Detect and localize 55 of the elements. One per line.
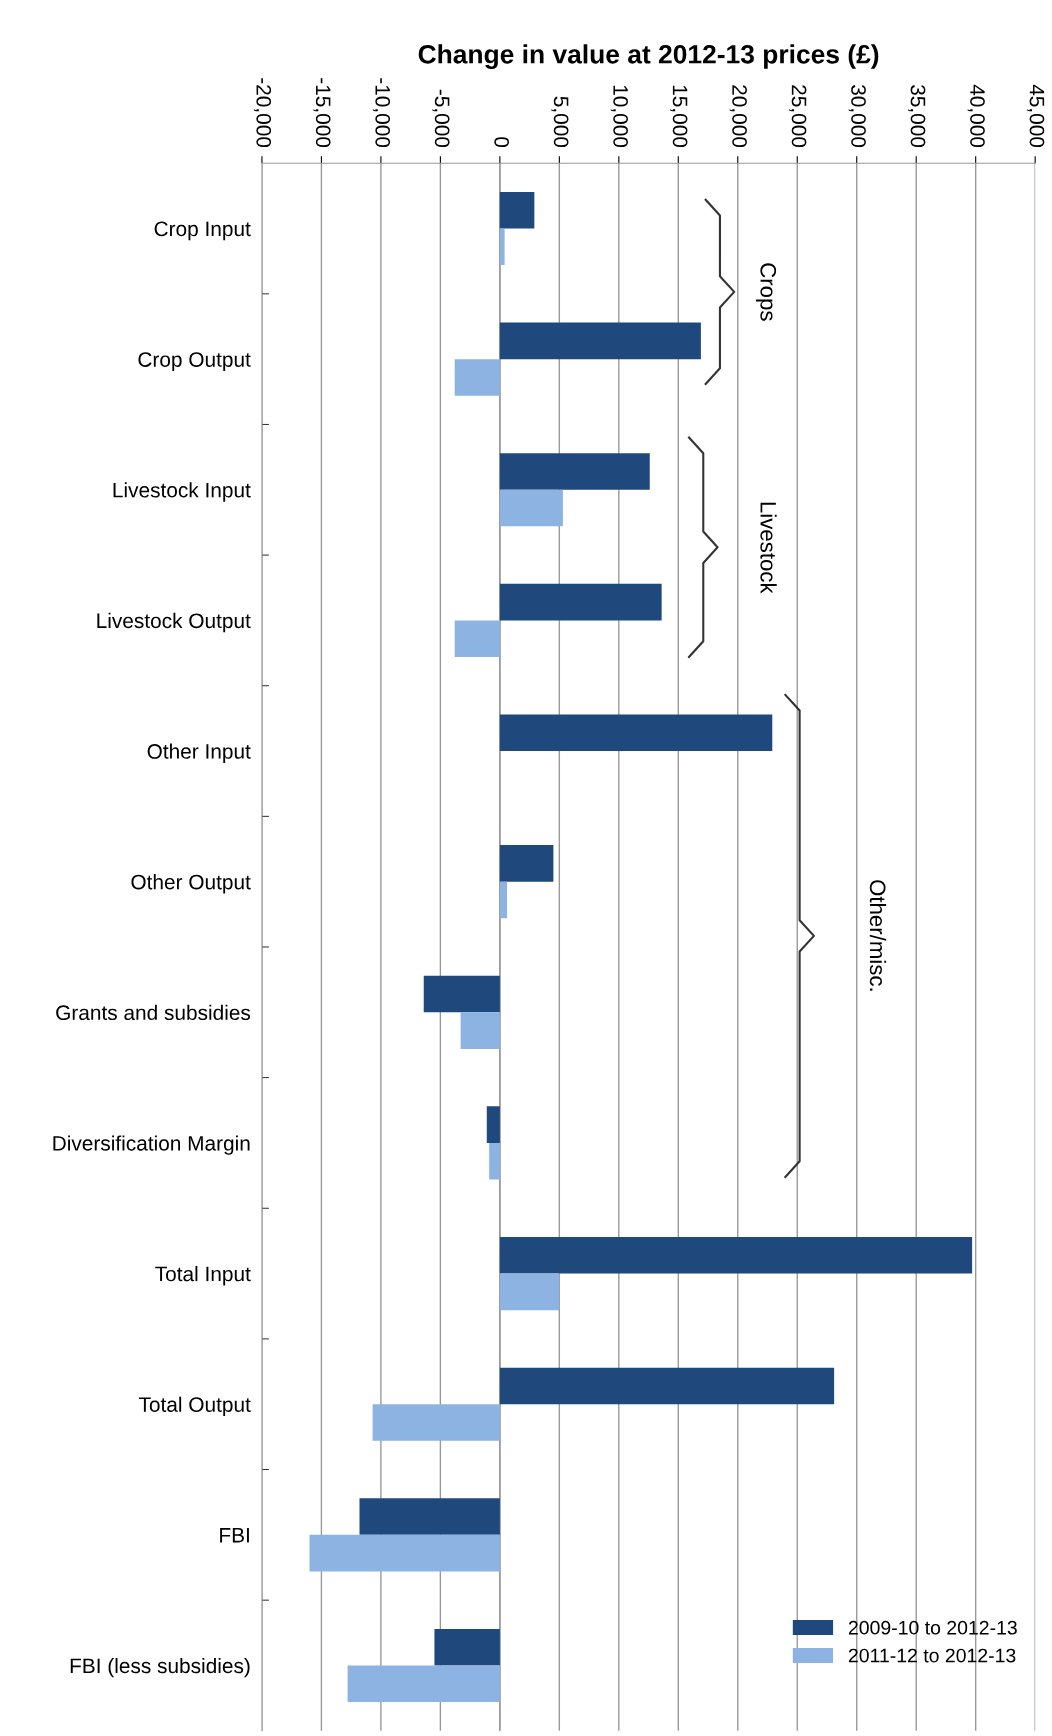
- bar: [347, 1665, 500, 1703]
- y-tick-label: FBI: [220, 1528, 249, 1543]
- bar: [499, 489, 563, 527]
- x-axis-title: Change in value at 2012-13 prices (£): [418, 44, 879, 69]
- y-tick-label: Livestock Input: [113, 482, 251, 502]
- bar: [489, 1142, 500, 1180]
- x-tick-label: 25,000: [789, 85, 807, 148]
- annotation: Other/misc.: [869, 880, 887, 991]
- bar: [454, 359, 500, 396]
- x-tick-label: 45,000: [1027, 84, 1045, 148]
- y-tick-label: Livestock Output: [97, 612, 251, 633]
- bar: [372, 1404, 500, 1441]
- y-tick-label: Grants and subsidies: [56, 1004, 251, 1021]
- y-tick-label: Crop Input: [154, 221, 251, 241]
- x-tick-label: -20,000: [253, 78, 272, 148]
- bar: [454, 620, 500, 657]
- x-tick-label: 35,000: [908, 84, 926, 148]
- x-tick-label: 0: [494, 137, 510, 148]
- x-tick-label: 20,000: [729, 85, 747, 148]
- bar: [309, 1534, 500, 1572]
- x-tick-label: 10,000: [610, 85, 628, 148]
- bar: [499, 1237, 973, 1274]
- bar: [359, 1498, 500, 1535]
- bar: [460, 1012, 500, 1049]
- annotation: Crops: [755, 263, 777, 321]
- x-tick-label: 40,000: [967, 84, 985, 148]
- bar: [499, 845, 554, 882]
- bar: [499, 228, 505, 266]
- y-tick-label: Total Input: [155, 1266, 251, 1286]
- bar: [423, 975, 500, 1013]
- y-tick-label: Diversification Margin: [53, 1135, 250, 1155]
- bar: [499, 191, 535, 229]
- y-tick-label: Total Output: [138, 1396, 251, 1417]
- bar: [499, 583, 662, 621]
- bar: [434, 1628, 500, 1666]
- bar: [499, 1273, 560, 1311]
- y-tick-label: Other Output: [131, 874, 251, 894]
- x-tick-label: 30,000: [848, 84, 866, 148]
- bar: [499, 881, 507, 919]
- x-tick-label: 15,000: [670, 85, 688, 148]
- y-tick-label: FBI (less subsidies): [70, 1657, 250, 1678]
- x-tick-label: -5,000: [432, 89, 450, 148]
- legend-label: 2011-12 to 2012-13: [848, 1648, 1016, 1663]
- bar: [499, 1367, 835, 1405]
- y-tick-label: Other Input: [147, 743, 251, 763]
- x-tick-label: -10,000: [372, 78, 391, 148]
- bar: [499, 714, 773, 752]
- x-tick-label: 5,000: [551, 96, 569, 148]
- bar: [499, 322, 701, 360]
- x-tick-label: -15,000: [313, 78, 331, 148]
- legend-label: 2009-10 to 2012-13: [848, 1620, 1017, 1635]
- annotation: Livestock: [760, 502, 777, 594]
- y-tick-label: Crop Output: [138, 352, 251, 372]
- bar: [499, 453, 650, 490]
- bar: [486, 1106, 500, 1143]
